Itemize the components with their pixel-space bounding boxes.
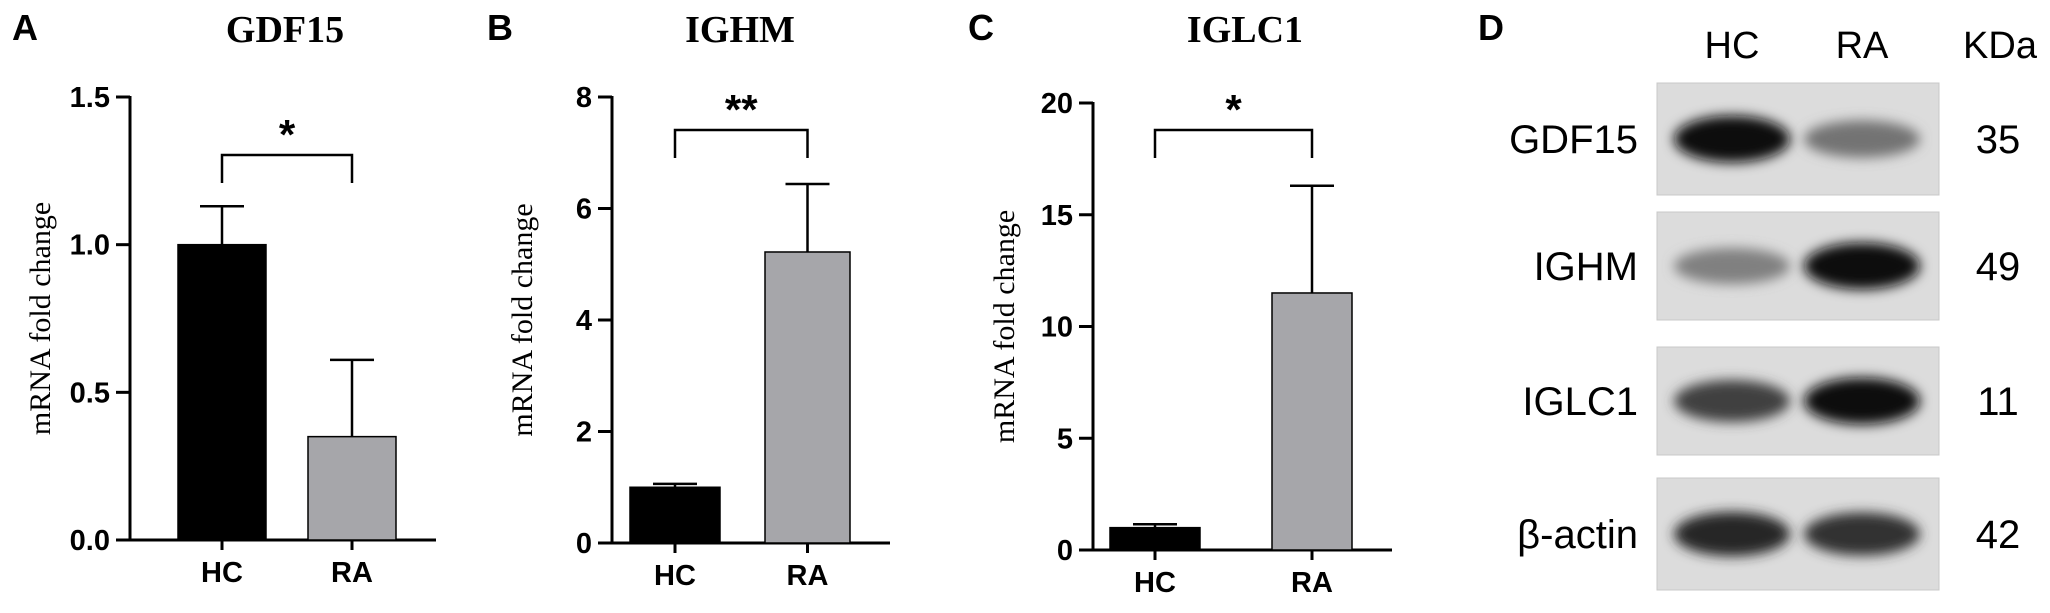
bar-hc — [177, 243, 267, 541]
kda-value: 11 — [1977, 380, 2019, 424]
bar-hc — [629, 486, 721, 544]
y-tick-label: 15 — [1041, 200, 1073, 232]
blot-column-label: RA — [1836, 25, 1889, 67]
significance-marker: * — [279, 111, 296, 158]
y-tick-label: 20 — [1041, 88, 1073, 120]
y-tick-label: 8 — [576, 82, 592, 114]
panel-c: C IGLC1 mRNA fold change 0 5 10 15 20 HC RA * — [968, 7, 1392, 599]
x-tick-label: RA — [787, 560, 829, 592]
y-tick-label: 10 — [1041, 312, 1073, 344]
protein-label: GDF15 — [1509, 118, 1638, 162]
x-tick-label: RA — [1291, 567, 1333, 599]
kda-value: 49 — [1976, 245, 2021, 289]
panel-b: B IGHM mRNA fold change 0 2 4 6 8 HC RA ** — [487, 7, 890, 592]
y-axis-label: mRNA fold change — [506, 203, 539, 436]
y-tick-label: 0.0 — [70, 525, 110, 557]
y-tick-label: 5 — [1057, 423, 1073, 455]
bar-hc — [1109, 526, 1201, 551]
blot-row: β-actin 42 — [1517, 477, 2021, 591]
x-tick-label: HC — [201, 557, 243, 589]
band-hc — [1674, 511, 1790, 557]
significance-marker: ** — [725, 86, 758, 133]
y-tick-label: 1.0 — [70, 230, 110, 262]
panel-letter: D — [1478, 7, 1504, 48]
y-tick-label: 0 — [576, 528, 592, 560]
kda-value: 35 — [1976, 118, 2021, 162]
chart-title: GDF15 — [226, 9, 344, 51]
y-axis-label: mRNA fold change — [24, 202, 57, 435]
bar-ra — [764, 251, 851, 544]
y-tick-label: 6 — [576, 194, 592, 226]
x-tick-label: RA — [331, 557, 373, 589]
chart-title: IGLC1 — [1187, 9, 1303, 51]
y-axis-label: mRNA fold change — [988, 210, 1021, 443]
blot-row: IGHM 49 — [1534, 211, 2021, 321]
blot-row: GDF15 35 — [1509, 82, 2021, 196]
protein-label: β-actin — [1517, 513, 1638, 557]
band-hc — [1674, 115, 1790, 163]
x-tick-label: HC — [654, 560, 696, 592]
panel-letter: C — [968, 7, 994, 48]
band-ra — [1804, 377, 1920, 425]
band-ra — [1804, 120, 1920, 158]
x-tick-label: HC — [1134, 567, 1176, 599]
band-hc — [1674, 380, 1790, 422]
significance-bracket — [220, 153, 354, 183]
protein-label: IGLC1 — [1522, 380, 1638, 424]
protein-label: IGHM — [1534, 245, 1638, 289]
significance-bracket — [673, 128, 809, 158]
bar-ra — [307, 435, 397, 541]
y-tick-label: 1.5 — [70, 82, 110, 114]
panel-a: A GDF15 mRNA fold change 0.0 0.5 1.0 1.5 HC RA * — [12, 7, 436, 589]
blot-row: IGLC1 11 — [1522, 346, 2019, 456]
band-ra — [1804, 512, 1920, 556]
band-hc — [1674, 248, 1790, 284]
panel-d: D HC RA KDa GDF15 35 IGHM 49 IGLC1 11 β-actin 42 — [1478, 7, 2038, 591]
panel-letter: B — [487, 7, 513, 48]
kda-unit-label: KDa — [1963, 25, 2038, 67]
y-tick-label: 2 — [576, 417, 592, 449]
kda-value: 42 — [1976, 513, 2021, 557]
significance-bracket — [1153, 128, 1314, 158]
significance-marker: * — [1225, 86, 1242, 133]
y-tick-label: 4 — [576, 305, 592, 337]
blot-column-label: HC — [1705, 25, 1760, 67]
band-ra — [1804, 242, 1920, 290]
y-tick-label: 0 — [1057, 535, 1073, 567]
y-tick-label: 0.5 — [70, 377, 110, 409]
panel-letter: A — [12, 7, 38, 48]
chart-title: IGHM — [685, 9, 795, 51]
bar-ra — [1271, 292, 1353, 551]
